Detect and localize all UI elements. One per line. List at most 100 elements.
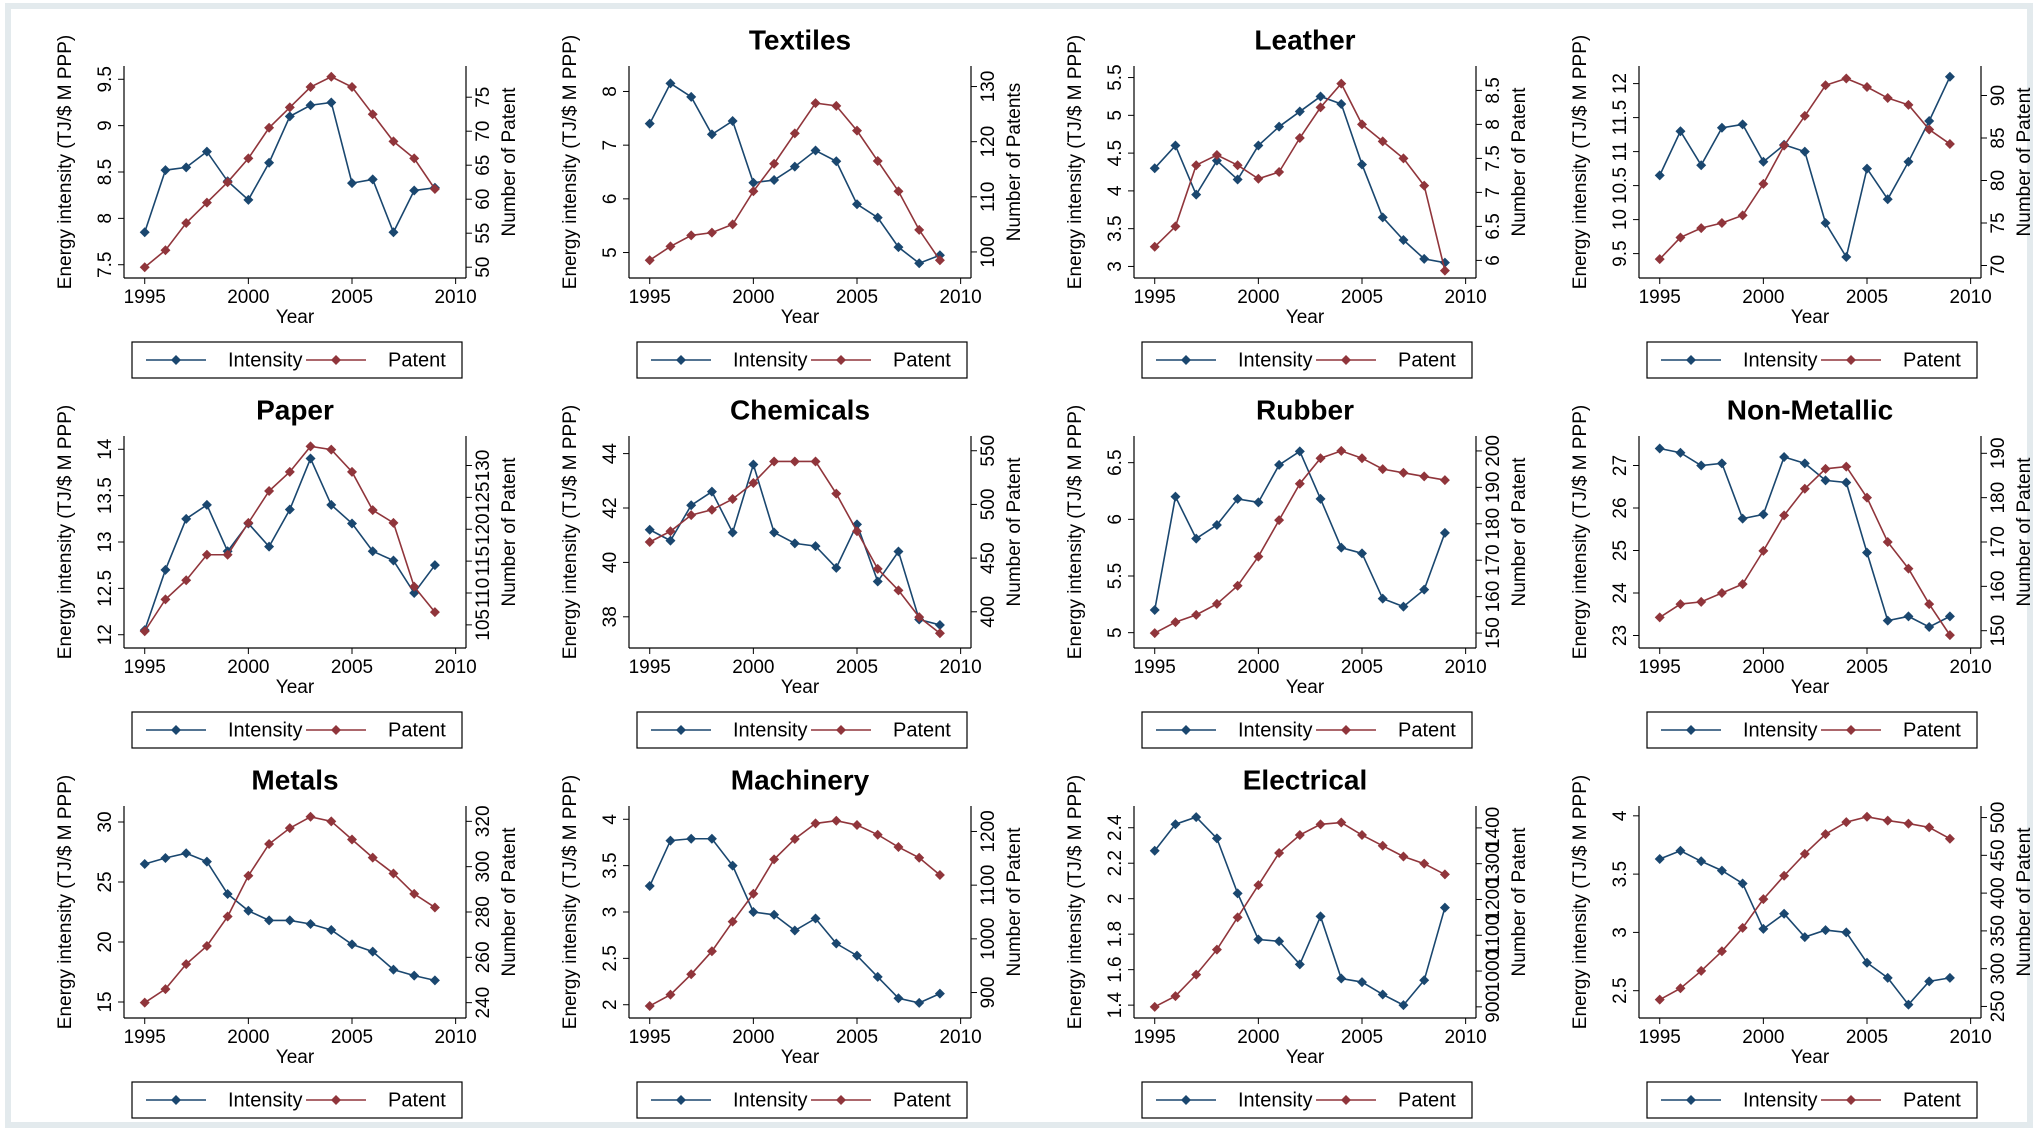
y2-tick-label: 280 (473, 896, 494, 928)
legend: Intensity Patent (1141, 711, 1473, 749)
series-marker (305, 82, 316, 92)
y2-tick-label: 7 (1483, 187, 1504, 198)
y-tick-label: 3.5 (1105, 215, 1126, 241)
x-tick-label: 2005 (331, 657, 373, 678)
series-marker (644, 118, 655, 129)
x-tick-label: 2000 (1742, 1027, 1784, 1048)
series-marker (1924, 622, 1935, 632)
series-marker (1841, 477, 1852, 488)
y-tick-label: 8.5 (95, 159, 116, 185)
y2-tick-label: 8.5 (1483, 77, 1504, 103)
series-marker (1398, 467, 1409, 478)
series-marker (727, 219, 738, 230)
series-marker (1737, 210, 1748, 221)
y2-tick-label: 150 (1988, 615, 2009, 647)
series-marker (1274, 936, 1285, 947)
series-marker (1398, 153, 1409, 164)
series-marker (264, 157, 275, 168)
series-marker (1716, 218, 1727, 228)
legend-marker (1341, 725, 1351, 735)
series-marker (1882, 972, 1893, 983)
series-marker (1232, 160, 1243, 171)
series-marker (284, 823, 295, 834)
y2-tick-label: 300 (473, 851, 494, 883)
legend-label: Patent (388, 349, 446, 371)
series-marker (181, 513, 192, 524)
series-marker (727, 916, 738, 927)
series-marker (914, 612, 925, 623)
series-marker (1716, 122, 1727, 133)
y-tick-label: 38 (600, 606, 621, 627)
chart-panel: 1995 2000 2005 2010 2.5 3 3.5 4 250 300 350 400 450 5… (1570, 775, 2035, 1119)
series-marker (789, 161, 800, 172)
series-marker (706, 129, 717, 140)
x-tick-label: 2010 (1444, 1027, 1486, 1048)
series-marker (1170, 991, 1181, 1002)
y2-tick-label: 6.5 (1483, 213, 1504, 239)
series-marker (1737, 119, 1748, 130)
series-marker (264, 839, 275, 849)
series-marker (872, 212, 883, 223)
series-marker (1274, 459, 1285, 470)
series-marker (1758, 178, 1769, 189)
series-marker (665, 835, 676, 846)
series-marker (1696, 965, 1707, 976)
legend-marker (676, 725, 686, 735)
y-tick-label: 9.5 (95, 66, 116, 92)
y2-tick-label: 500 (978, 489, 999, 521)
series-marker (1232, 174, 1243, 185)
chart-panel: Textiles 1995 2000 2005 2010 5 6 7 8 100 110 120 130… (560, 24, 1025, 379)
series-marker (1737, 579, 1748, 590)
x-tick-label: 2005 (836, 657, 878, 678)
series-marker (222, 549, 233, 560)
series-marker (1211, 520, 1222, 530)
series-marker (706, 486, 717, 497)
y2-tick-label: 300 (1988, 953, 2009, 985)
legend-label: Patent (388, 1089, 446, 1111)
x-tick-label: 2000 (732, 1027, 774, 1048)
y2-tick-label: 900 (978, 977, 999, 1009)
series-marker (326, 499, 337, 510)
series-marker (1336, 817, 1347, 828)
legend-label: Patent (1903, 349, 1961, 371)
series-marker (727, 527, 738, 538)
x-axis-label: Year (781, 307, 820, 328)
series-marker (1903, 818, 1914, 829)
y2-tick-label: 400 (978, 596, 999, 628)
series-marker (1211, 598, 1222, 609)
y-tick-label: 5 (600, 247, 621, 258)
y2-tick-label: 1000 (1483, 950, 1504, 992)
series-marker (1149, 628, 1160, 639)
series-marker (1696, 596, 1707, 607)
series-marker (934, 869, 945, 880)
series-marker (326, 444, 337, 455)
series-marker (160, 245, 171, 256)
y2-axis-label: Number of Patent (2014, 827, 2035, 977)
chart-panel: Rubber 1995 2000 2005 2010 5 5.5 6 6.5 150 160 170 1… (1065, 394, 1530, 749)
y2-axis-label: Number of Patent (499, 87, 520, 237)
y-tick-label: 11.5 (1610, 100, 1631, 136)
series-marker (222, 911, 233, 922)
y2-tick-label: 170 (1483, 544, 1504, 576)
x-axis-label: Year (1791, 307, 1830, 328)
series-marker (347, 82, 357, 92)
y-tick-label: 6.5 (1105, 449, 1126, 475)
series-marker (305, 453, 316, 464)
y2-tick-label: 60 (473, 189, 494, 210)
chart-title: Paper (256, 394, 334, 425)
series-marker (914, 997, 925, 1008)
series-marker (1820, 829, 1831, 840)
series-marker (1439, 475, 1450, 486)
series-marker (388, 227, 399, 238)
series-marker (1882, 194, 1893, 205)
y2-tick-label: 190 (1988, 437, 2009, 469)
chart-panel: Electrical 1995 2000 2005 2010 1.4 1.6 1.8 2 2.2 2… (1065, 764, 1530, 1119)
y-tick-label: 7 (600, 140, 621, 151)
y2-tick-label: 130 (473, 450, 494, 482)
x-tick-label: 2005 (1341, 1027, 1383, 1048)
legend-label: Intensity (1743, 719, 1817, 741)
y2-axis-label: Number of Patent (499, 827, 520, 977)
series-marker (1924, 599, 1935, 610)
series-marker (1439, 869, 1450, 880)
y2-tick-label: 1300 (1483, 843, 1504, 885)
